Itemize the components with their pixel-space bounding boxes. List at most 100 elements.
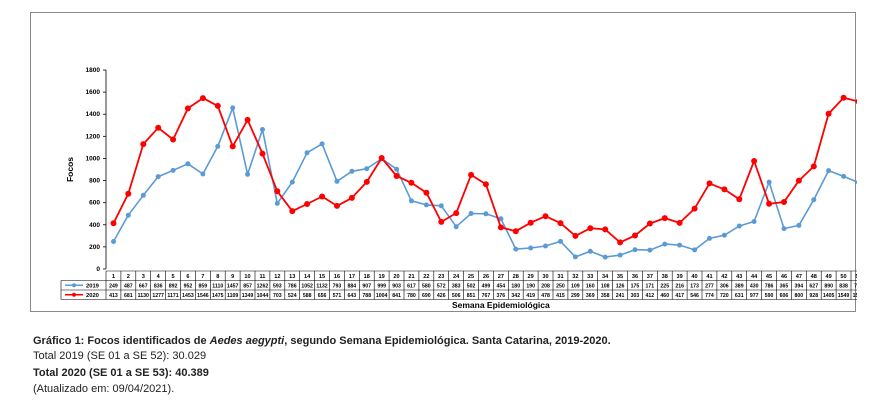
data-point-2020 [155, 124, 162, 131]
data-cell-2019: 502 [467, 284, 476, 290]
data-point-2020 [706, 180, 713, 187]
data-cell-2019: 225 [660, 284, 669, 290]
data-point-2019 [125, 212, 131, 218]
data-cell-2020: 376 [497, 293, 506, 299]
data-cell-2020: 426 [437, 293, 446, 299]
data-cell-2020: 299 [571, 293, 580, 299]
data-point-2020 [363, 178, 370, 185]
data-cell-2019: 999 [377, 284, 386, 290]
x-tick-label: 12 [274, 274, 280, 280]
data-point-2019 [751, 219, 757, 224]
data-point-2019 [707, 235, 712, 241]
data-cell-2019: 499 [482, 284, 491, 290]
data-cell-2019: 173 [690, 284, 699, 290]
data-cell-2019: 572 [437, 284, 446, 290]
data-cell-2019: 175 [631, 284, 640, 290]
data-cell-2019: 1110 [212, 284, 223, 290]
x-tick-label: 23 [438, 274, 444, 280]
data-point-2019 [394, 166, 400, 172]
data-cell-2020: 1171 [167, 293, 178, 299]
data-point-2019 [423, 202, 429, 208]
x-tick-label: 8 [216, 274, 219, 280]
y-tick-label: 1000 [86, 155, 101, 162]
x-tick-label: 9 [231, 274, 234, 280]
data-point-2020 [184, 105, 191, 112]
data-cell-2020: 1277 [152, 293, 164, 299]
data-cell-2019: 793 [333, 284, 342, 290]
y-tick-label: 200 [89, 244, 100, 251]
data-point-2020 [334, 202, 340, 209]
data-point-2020 [527, 219, 534, 226]
y-tick-label: 1800 [86, 67, 101, 74]
data-cell-2020: 1475 [212, 293, 224, 299]
data-point-2019 [587, 248, 593, 254]
data-point-2020 [319, 193, 326, 200]
x-tick-label: 30 [542, 274, 548, 280]
data-cell-2019: 580 [422, 284, 431, 290]
data-cell-2020: 774 [705, 293, 714, 299]
data-cell-2020: 419 [526, 293, 535, 299]
data-point-2020 [691, 205, 698, 212]
data-cell-2019: 430 [750, 284, 759, 290]
data-point-2019 [826, 168, 832, 174]
x-tick-label: 45 [766, 274, 772, 280]
x-tick-label: 11 [259, 274, 265, 280]
data-point-2019 [647, 247, 653, 253]
data-cell-2020: 1549 [838, 293, 850, 299]
data-point-2019 [543, 243, 548, 249]
x-tick-label: 44 [751, 274, 758, 280]
data-point-2020 [646, 220, 653, 227]
data-point-2019 [364, 166, 370, 172]
caption-title-species: Aedes aegypti [209, 335, 285, 347]
data-point-2020 [810, 163, 817, 170]
data-point-2019 [155, 174, 161, 180]
x-tick-label: 51 [855, 274, 857, 280]
data-cell-2020: 415 [556, 293, 565, 299]
data-point-2020 [542, 213, 549, 220]
data-cell-2019: 306 [720, 284, 729, 290]
data-cell-2019: 208 [541, 284, 550, 290]
x-tick-label: 13 [289, 274, 295, 280]
data-cell-2019: 394 [795, 284, 804, 290]
data-cell-2019: 160 [586, 284, 595, 290]
figure-caption-title: Gráfico 1: Focos identificados de Aedes … [33, 334, 611, 348]
data-point-2020 [617, 239, 624, 246]
data-cell-2020: 977 [750, 293, 759, 299]
data-cell-2019: 838 [839, 284, 848, 290]
data-cell-2020: 841 [392, 293, 401, 299]
data-point-2020 [572, 232, 579, 239]
data-point-2020 [825, 110, 832, 117]
data-cell-2019: 952 [184, 284, 193, 290]
data-cell-2020: 1546 [197, 293, 209, 299]
data-point-2020 [289, 208, 296, 215]
data-cell-2020: 767 [482, 293, 491, 299]
data-point-2020 [512, 228, 519, 235]
x-tick-label: 25 [468, 274, 474, 280]
x-tick-label: 49 [826, 274, 832, 280]
x-tick-label: 10 [244, 274, 250, 280]
series-line-2019 [112, 107, 857, 258]
data-point-2019 [692, 247, 698, 253]
data-point-2019 [677, 242, 683, 248]
data-cell-2019: 216 [675, 284, 684, 290]
data-point-2020 [274, 188, 281, 195]
data-cell-2019: 487 [124, 284, 133, 290]
data-cell-2020: 588 [303, 293, 312, 299]
data-cell-2019: 1132 [316, 284, 327, 290]
data-cell-2019: 1052 [301, 284, 313, 290]
data-cell-2019: 859 [199, 284, 208, 290]
data-cell-2020: 1453 [182, 293, 194, 299]
x-tick-label: 16 [334, 274, 340, 280]
data-cell-2019: 109 [571, 284, 580, 290]
data-cell-2019: 903 [392, 284, 401, 290]
data-cell-2019: 836 [154, 284, 163, 290]
x-tick-label: 20 [393, 274, 399, 280]
data-cell-2020: 241 [616, 293, 625, 299]
total-2019-text: Total 2019 (SE 01 a SE 52): 30.029 [33, 350, 207, 362]
data-cell-2019: 627 [809, 284, 818, 290]
data-point-2020 [751, 158, 758, 164]
x-tick-label: 22 [423, 274, 429, 280]
data-point-2019 [498, 216, 504, 222]
x-tick-label: 46 [781, 274, 787, 280]
data-point-2019 [781, 226, 787, 232]
